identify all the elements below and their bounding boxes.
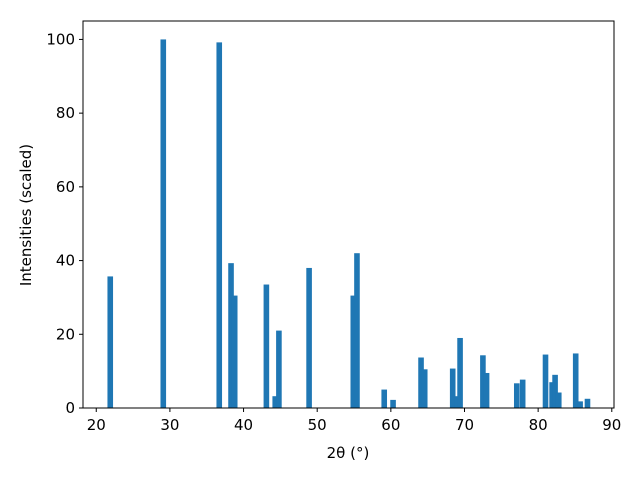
bar [107,276,114,408]
x-tick-label: 90 [602,416,621,434]
x-tick-label: 50 [308,416,327,434]
y-tick-label: 40 [56,252,75,270]
bar [483,372,490,408]
bar [160,39,167,409]
bar [381,389,388,408]
bar [519,379,526,408]
y-axis-label: Intensities (scaled) [17,144,35,286]
bar [513,383,520,408]
x-tick-label: 20 [87,416,106,434]
y-tick-label: 0 [65,399,75,417]
x-tick-label: 70 [455,416,474,434]
bar [390,399,396,408]
y-tick-label: 80 [56,104,75,122]
bar [216,42,223,409]
y-tick-label: 60 [56,178,75,196]
bar [421,369,428,408]
x-axis-label: 2θ (°) [327,444,370,462]
bar [454,396,460,408]
bar [549,382,555,408]
bar [272,396,279,408]
bar [555,392,562,408]
plot-frame [82,20,615,409]
bar [354,253,360,408]
y-tick-label: 20 [56,325,75,343]
y-tick-label: 100 [46,30,75,48]
bar [263,284,270,408]
bar [276,330,282,408]
bar [584,398,591,408]
bar [231,295,238,408]
bar [572,353,579,408]
bar [457,337,463,408]
bar [228,263,234,408]
x-tick-label: 30 [160,416,179,434]
bar [350,295,357,408]
bar [542,354,549,408]
x-tick-label: 80 [529,416,548,434]
bar [418,357,424,408]
bar [306,267,312,408]
x-tick-label: 60 [381,416,400,434]
bar [449,368,456,408]
x-tick-label: 40 [234,416,253,434]
bar [480,355,486,408]
bar [552,374,558,408]
bar [577,401,583,408]
